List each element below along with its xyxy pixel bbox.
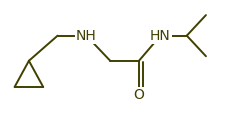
Text: NH: NH — [76, 29, 97, 43]
Text: O: O — [134, 88, 144, 102]
Text: HN: HN — [150, 29, 171, 43]
